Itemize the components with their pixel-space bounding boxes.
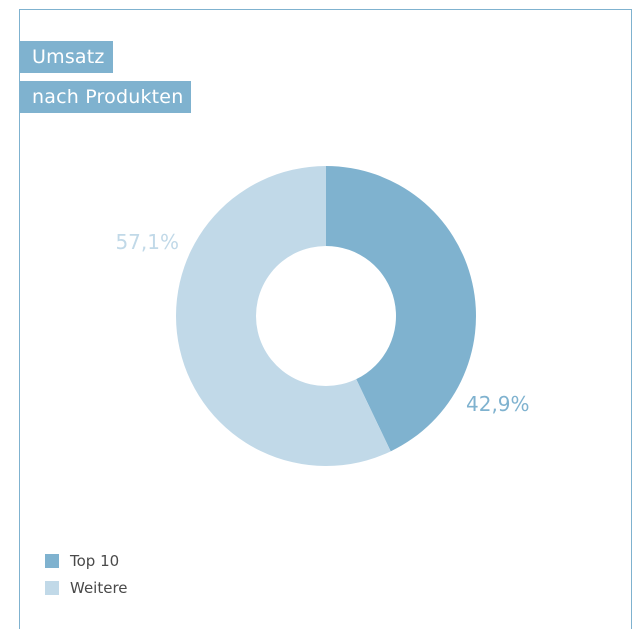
slice-label-weitere: 57,1% [115,230,179,254]
legend-item-weitere: Weitere [45,574,128,601]
legend-swatch-weitere [45,580,59,595]
legend-label-weitere: Weitere [70,578,128,597]
donut-slice-top-10 [326,166,477,452]
chart-title-line-1: Umsatz [20,41,113,73]
donut-slice-weitere [176,166,391,467]
slice-label-top-10: 42,9% [466,392,530,416]
legend-swatch-top10 [45,553,59,568]
chart-legend: Top 10 Weitere [45,547,128,601]
legend-item-top10: Top 10 [45,547,128,574]
chart-title-line-2: nach Produkten [20,81,192,113]
legend-label-top10: Top 10 [70,551,120,570]
